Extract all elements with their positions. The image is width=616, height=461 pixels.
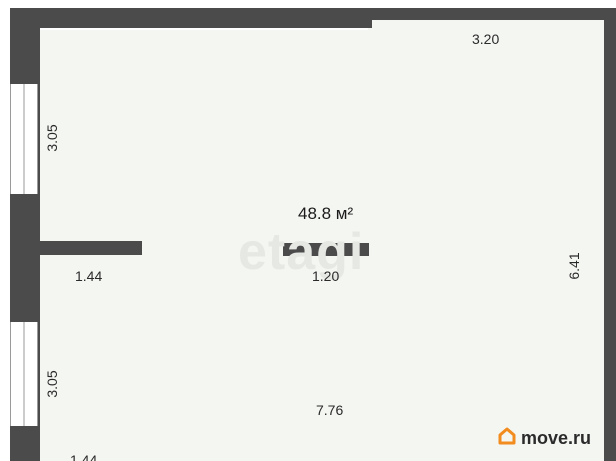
window-lower-left <box>10 322 38 426</box>
dimension-left-upper: 3.05 <box>44 124 60 152</box>
dimension-left-lower: 3.05 <box>44 370 60 398</box>
dimension-bottom-left-partial: 1.44 <box>70 452 98 461</box>
room-floor <box>38 20 616 461</box>
center-partition-wall <box>283 243 369 256</box>
house-icon <box>497 426 517 451</box>
top-wall-left <box>10 8 372 28</box>
move-ru-logo: move.ru <box>497 426 591 451</box>
window-upper-left <box>10 84 38 194</box>
room-area-label: 48.8 м² <box>298 204 354 223</box>
dimension-left-partition: 1.44 <box>75 268 103 284</box>
dimension-top-right: 3.20 <box>472 31 500 47</box>
dimension-right-wall: 6.41 <box>566 252 582 280</box>
brand-name: move.ru <box>521 428 592 448</box>
etagi-watermark: etagi <box>238 223 365 281</box>
dimension-bottom: 7.76 <box>316 402 344 418</box>
dimension-center-partition: 1.20 <box>312 268 340 284</box>
right-wall <box>604 8 616 461</box>
top-wall-right <box>368 8 616 20</box>
left-partition-wall <box>38 241 142 255</box>
